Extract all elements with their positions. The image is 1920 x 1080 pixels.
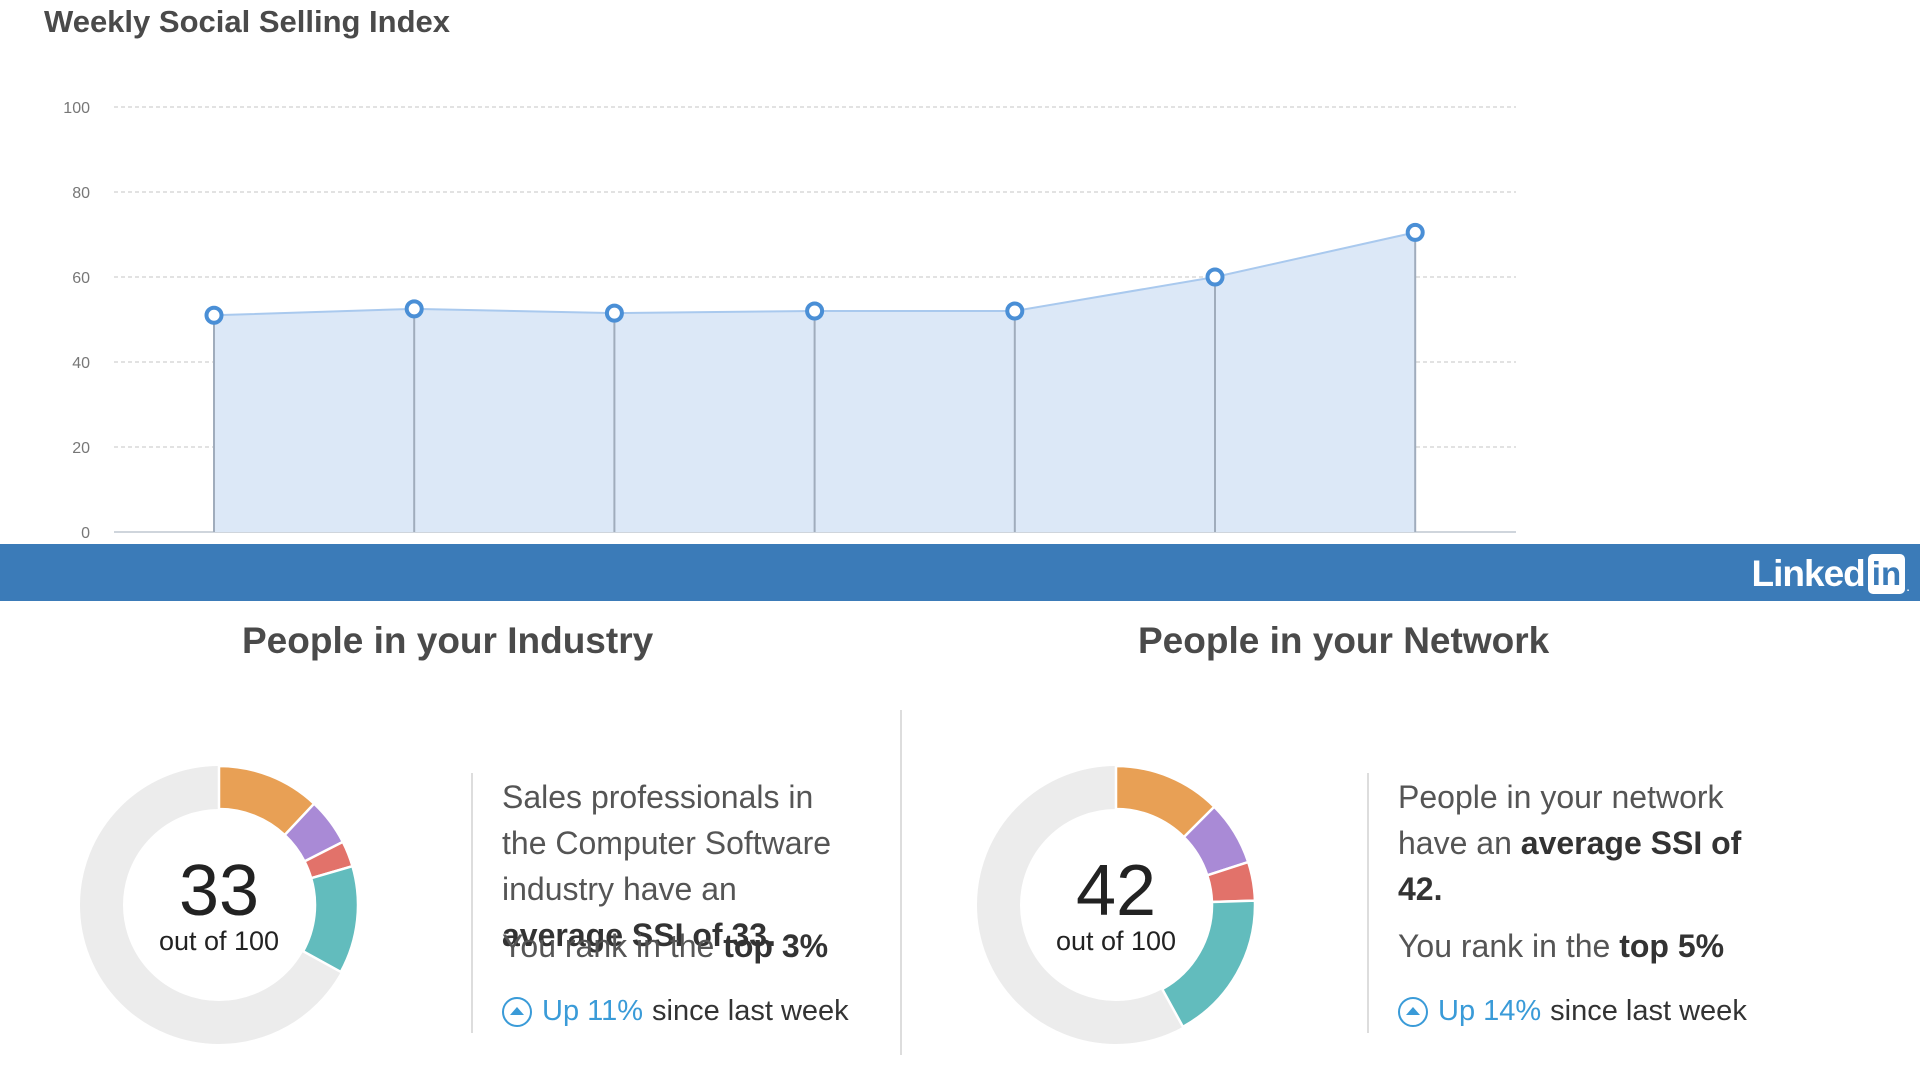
linkedin-logo[interactable]: Linked in . (1751, 553, 1910, 594)
network-donut: 42 out of 100 (971, 760, 1261, 1055)
chart-title: Weekly Social Selling Index (44, 4, 451, 39)
network-desc-line2-prefix: have an (1398, 825, 1521, 861)
industry-donut: 33 out of 100 (74, 760, 364, 1055)
industry-desc-bold: average SSI of 33. (502, 917, 776, 953)
industry-desc-line3: industry have an (502, 871, 737, 907)
industry-divider (471, 773, 473, 1033)
industry-description: Sales professionals in the Computer Soft… (502, 774, 831, 958)
data-point (604, 303, 624, 323)
chart-y-ticks: 0 20 40 60 80 100 (63, 100, 90, 540)
industry-rank: You rank in the top 3% (502, 928, 828, 965)
trend-up-icon (1398, 996, 1428, 1027)
industry-segment-teal (301, 864, 360, 974)
network-rank-prefix: You rank in the (1398, 928, 1620, 964)
data-point (404, 299, 424, 319)
network-rank-value: top 5% (1619, 928, 1725, 964)
data-point (204, 305, 224, 325)
network-description: People in your network have an average S… (1398, 774, 1741, 912)
industry-title: People in your Industry (242, 620, 654, 661)
industry-score: 33 (178, 851, 260, 931)
linkedin-logo-dot: . (1906, 578, 1910, 594)
industry-rank-value: top 3% (723, 928, 829, 964)
panel-divider (900, 710, 902, 1055)
linkedin-banner: Linked in . (0, 544, 1920, 601)
industry-desc-line2: the Computer Software (502, 825, 832, 861)
y-tick-label: 40 (72, 355, 90, 372)
chart-drop-lines (213, 232, 1417, 532)
linkedin-logo-word: Linked (1751, 553, 1866, 594)
data-point (1405, 222, 1425, 242)
network-trend-suffix: since last week (1550, 995, 1747, 1027)
industry-score-sub: out of 100 (158, 926, 280, 956)
network-title: People in your Network (1138, 620, 1550, 661)
y-tick-label: 60 (72, 270, 90, 287)
network-score: 42 (1075, 851, 1157, 931)
network-desc-line3-bold: 42. (1398, 871, 1443, 907)
data-point (805, 301, 825, 321)
network-trend: Up 14% since last week (1398, 995, 1747, 1028)
network-desc-line1: People in your network (1398, 779, 1724, 815)
data-point (1005, 301, 1025, 321)
industry-desc-line1: Sales professionals in (502, 779, 814, 815)
network-rank: You rank in the top 5% (1398, 928, 1724, 965)
industry-trend-suffix: since last week (652, 995, 849, 1027)
data-point (1205, 267, 1225, 287)
industry-trend: Up 11% since last week (502, 995, 849, 1028)
linkedin-logo-in: in (1867, 554, 1906, 594)
y-tick-label: 80 (72, 185, 90, 202)
network-desc-line2-bold: average SSI of (1520, 825, 1742, 861)
y-tick-label: 20 (72, 440, 90, 457)
industry-rank-prefix: You rank in the (502, 928, 724, 964)
y-tick-label: 100 (63, 100, 90, 117)
industry-trend-up: Up 11% (542, 995, 644, 1027)
network-divider (1367, 773, 1369, 1033)
network-trend-up: Up 14% (1438, 995, 1542, 1027)
chart-points (204, 222, 1425, 325)
trend-up-icon (502, 996, 532, 1027)
network-segment-teal (1160, 899, 1257, 1029)
network-score-sub: out of 100 (1055, 926, 1177, 956)
y-tick-label: 0 (81, 525, 90, 540)
weekly-ssi-chart: 0 20 40 60 80 100 (63, 100, 1516, 540)
